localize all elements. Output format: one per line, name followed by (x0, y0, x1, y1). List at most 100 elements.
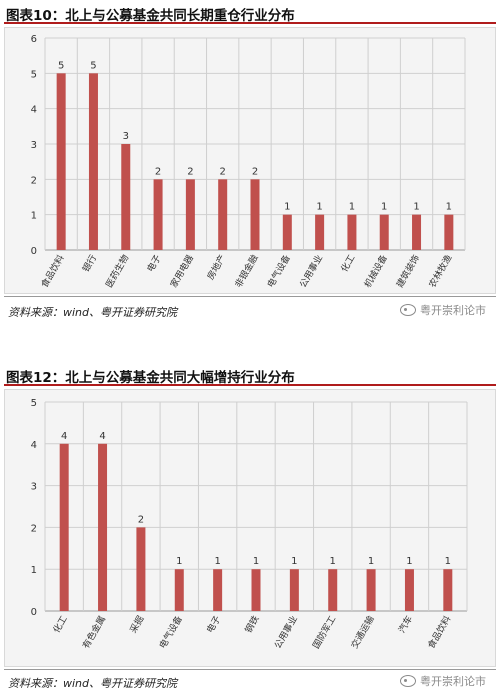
data-label: 1 (291, 556, 297, 567)
x-tick-label: 食品饮料 (38, 253, 66, 290)
bar (404, 569, 414, 611)
x-tick-label: 房地产 (204, 253, 228, 282)
y-tick-label: 3 (31, 482, 37, 493)
data-label: 1 (413, 202, 419, 213)
bar (412, 214, 422, 250)
bar (213, 569, 223, 611)
y-tick-label: 2 (31, 523, 37, 534)
data-label: 1 (406, 556, 412, 567)
bar (98, 443, 108, 611)
data-label: 5 (58, 60, 64, 71)
figure-1: 图表10：北上与公募基金共同长期重仓行业分布 0 1 2 3 4 5 6 5 食品饮料 5 银行 3 医… (0, 0, 500, 345)
bar-chart: 0 1 2 3 4 5 6 5 食品饮料 5 银行 3 医药生物 2 电子 2 家用电器 2 房地产 2 非银金融 1 电气… (31, 34, 466, 290)
data-label: 4 (61, 431, 67, 442)
bar (121, 144, 131, 250)
bar (56, 73, 66, 250)
bar (328, 569, 338, 611)
title-rule (4, 22, 496, 24)
x-tick-label: 公用事业 (297, 253, 325, 290)
source-note: 资料来源：wind、粤开证券研究院 (8, 306, 178, 319)
data-label: 1 (381, 202, 387, 213)
y-tick-label: 5 (31, 69, 37, 80)
y-tick-label: 1 (31, 565, 37, 576)
bar (174, 569, 184, 611)
x-tick-label: 化工 (50, 614, 69, 636)
watermark: 粤开崇利论市 (400, 302, 486, 318)
data-label: 1 (445, 556, 451, 567)
data-label: 5 (90, 60, 96, 71)
data-label: 1 (330, 556, 336, 567)
bar (136, 527, 146, 611)
chart-plot-area: 0 1 2 3 4 5 4 化工 4 有色金属 2 采掘 1 电气设备 1 电子 1 钢铁 1 公用事业 1 国防军工 1 交… (4, 389, 496, 667)
bar (315, 214, 325, 250)
data-label: 1 (349, 202, 355, 213)
data-label: 2 (187, 166, 193, 177)
x-tick-label: 电气设备 (156, 614, 184, 651)
x-tick-label: 钢铁 (242, 614, 261, 636)
bar (59, 443, 69, 611)
data-label: 1 (446, 202, 452, 213)
y-tick-label: 4 (31, 440, 37, 451)
wechat-icon (400, 675, 416, 687)
bar (444, 214, 454, 250)
y-tick-label: 3 (31, 140, 37, 151)
y-tick-label: 5 (31, 398, 37, 409)
y-tick-label: 0 (31, 246, 37, 257)
data-label: 1 (214, 556, 220, 567)
data-label: 4 (99, 431, 105, 442)
title-rule (4, 384, 496, 386)
bar (347, 214, 357, 250)
data-label: 2 (252, 166, 258, 177)
bar (366, 569, 376, 611)
bar (153, 179, 163, 250)
x-tick-label: 电子 (204, 614, 223, 636)
x-tick-label: 机械设备 (361, 253, 389, 290)
bar (282, 214, 292, 250)
x-tick-label: 银行 (80, 253, 99, 275)
data-label: 1 (176, 556, 182, 567)
bar (185, 179, 195, 250)
bar (443, 569, 453, 611)
x-tick-label: 汽车 (396, 614, 415, 636)
x-tick-label: 非银金融 (232, 253, 260, 290)
bar (251, 569, 261, 611)
x-tick-label: 电子 (144, 253, 163, 275)
x-tick-label: 国防军工 (310, 614, 338, 651)
x-tick-label: 交通运输 (348, 614, 376, 651)
chart-title: 图表10：北上与公募基金共同长期重仓行业分布 (6, 8, 295, 24)
y-tick-label: 4 (31, 105, 37, 116)
data-label: 1 (284, 202, 290, 213)
data-label: 2 (138, 514, 144, 525)
watermark: 粤开崇利论市 (400, 673, 486, 689)
x-tick-label: 化工 (338, 253, 357, 275)
y-tick-label: 6 (31, 34, 37, 45)
y-tick-label: 0 (31, 607, 37, 618)
x-tick-label: 有色金属 (80, 614, 108, 651)
data-label: 2 (155, 166, 161, 177)
source-rule (4, 296, 496, 297)
bar-chart: 0 1 2 3 4 5 4 化工 4 有色金属 2 采掘 1 电气设备 1 电子 1 钢铁 1 公用事业 1 国防军工 1 交… (31, 398, 468, 651)
x-tick-label: 医药生物 (103, 253, 131, 290)
chart-plot-area: 0 1 2 3 4 5 6 5 食品饮料 5 银行 3 医药生物 2 电子 2 家用电器 2 房地产 2 非银金融 1 电气… (4, 27, 496, 294)
bar (250, 179, 260, 250)
source-note: 资料来源：wind、粤开证券研究院 (8, 677, 178, 690)
figure-2: 图表12：北上与公募基金共同大幅增持行业分布 0 1 2 3 4 5 4 化工 4 有色金属 2 采掘… (0, 362, 500, 691)
watermark-text: 粤开崇利论市 (420, 675, 486, 688)
watermark-text: 粤开崇利论市 (420, 304, 486, 317)
bar (289, 569, 299, 611)
wechat-icon (400, 304, 416, 316)
x-tick-label: 电气设备 (265, 253, 293, 290)
chart-title: 图表12：北上与公募基金共同大幅增持行业分布 (6, 370, 295, 386)
x-tick-label: 食品饮料 (425, 614, 453, 651)
bar (88, 73, 98, 250)
data-label: 2 (220, 166, 226, 177)
x-tick-label: 建筑装饰 (394, 253, 422, 290)
bar (218, 179, 228, 250)
data-label: 1 (368, 556, 374, 567)
source-rule (4, 669, 496, 670)
data-label: 1 (253, 556, 259, 567)
x-tick-label: 公用事业 (272, 614, 300, 651)
y-tick-label: 1 (31, 211, 37, 222)
x-tick-label: 农林牧渔 (426, 253, 454, 290)
x-tick-label: 采掘 (127, 614, 146, 636)
